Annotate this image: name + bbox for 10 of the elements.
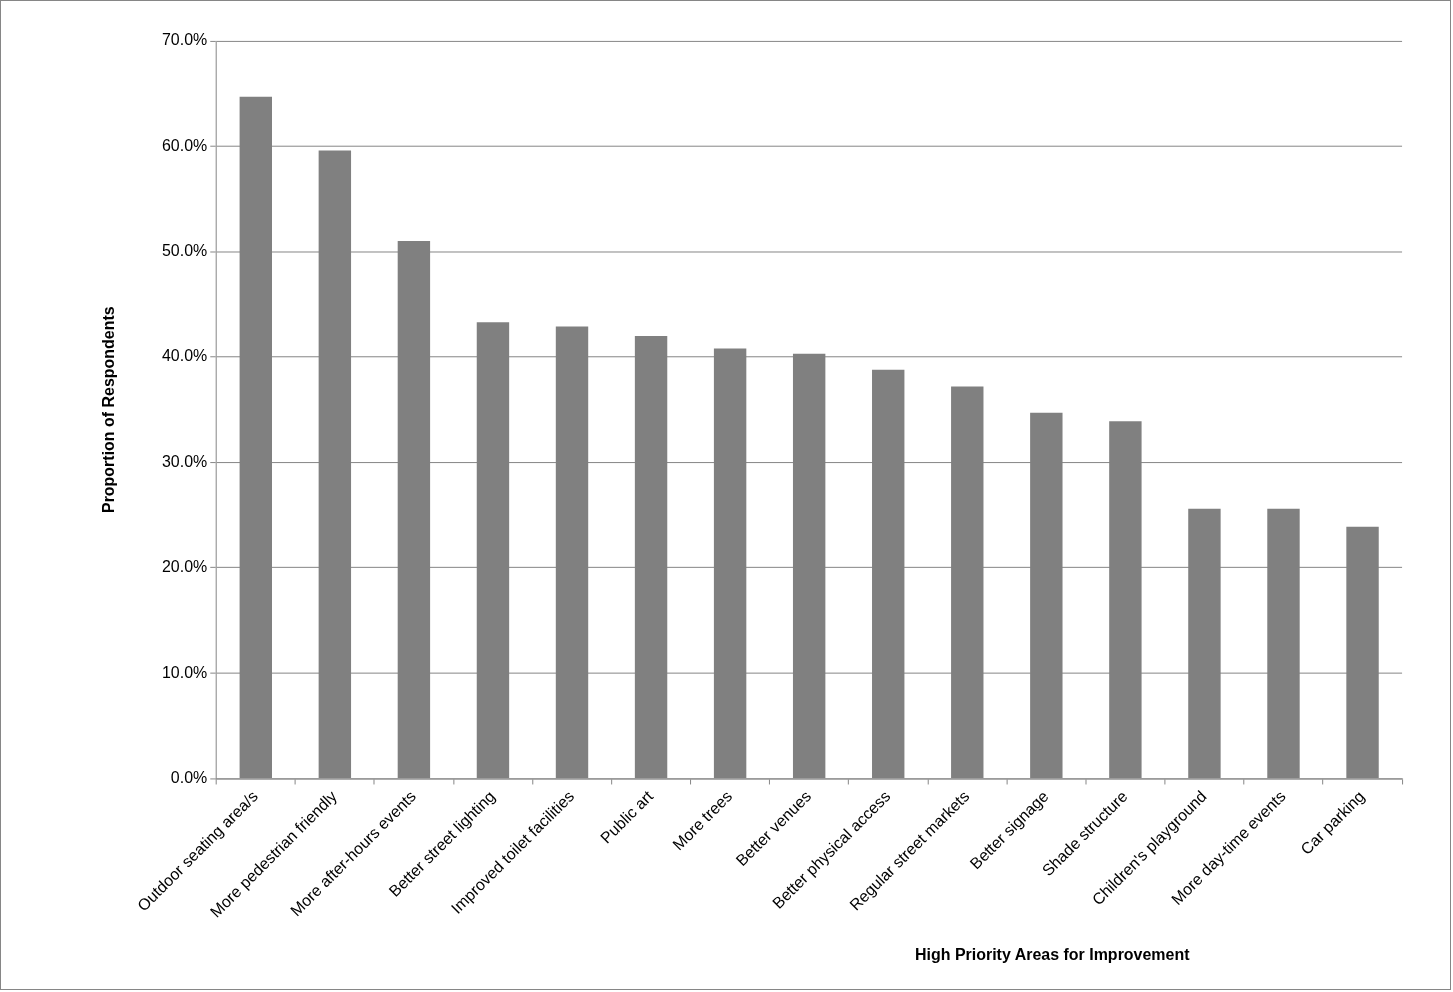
x-axis-title: High Priority Areas for Improvement [914,946,1191,964]
y-tick-label: 10.0% [161,663,208,681]
y-tick-label: 30.0% [161,452,208,470]
y-axis-title: Proportion of Respondents [99,306,117,514]
y-tick-label: 60.0% [161,136,208,154]
y-tick-label: 20.0% [161,558,208,576]
y-tick-label: 40.0% [161,347,208,365]
y-tick-label: 70.0% [161,31,208,49]
y-tick-label: 0.0% [170,768,208,786]
y-tick-label: 50.0% [161,242,208,260]
